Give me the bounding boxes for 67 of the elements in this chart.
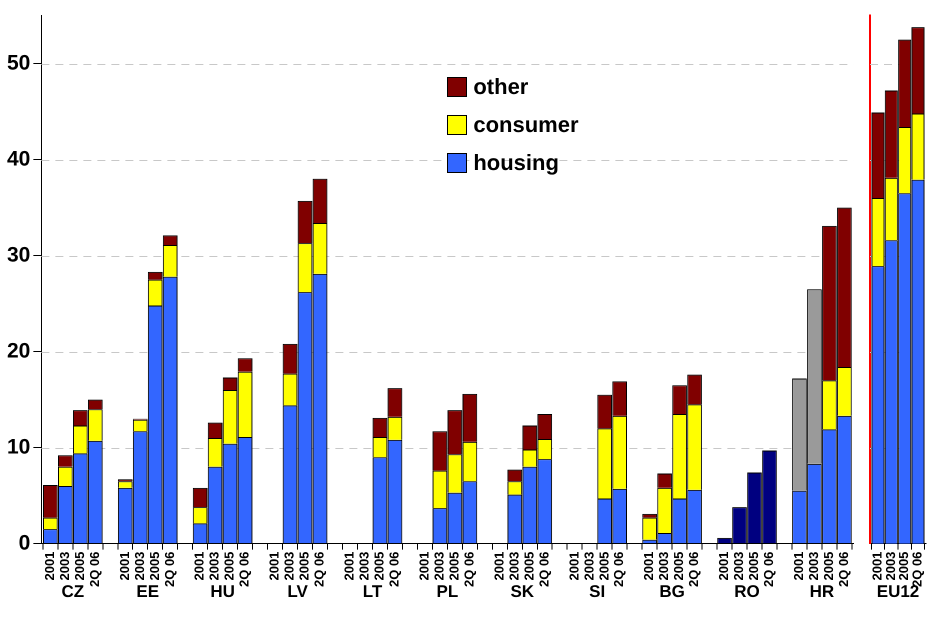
x-tick-label: 2003 xyxy=(356,552,372,581)
x-tick-label: 2Q 06 xyxy=(386,552,402,588)
x-tick-label: 2005 xyxy=(820,552,836,581)
x-tick-label: 2003 xyxy=(806,552,822,581)
x-tick-label: 2Q 06 xyxy=(686,552,702,588)
x-tick-label: 2005 xyxy=(896,552,912,581)
legend-label: housing xyxy=(473,150,559,176)
y-tick-label: 20 xyxy=(7,339,30,362)
x-tick-label: 2005 xyxy=(671,552,686,581)
x-tick-label: 2001 xyxy=(716,552,732,581)
text: PL xyxy=(436,582,458,601)
legend-label: consumer xyxy=(473,112,579,138)
text: LV xyxy=(287,582,308,601)
legend-label: other xyxy=(473,74,528,100)
text: EE xyxy=(136,582,160,601)
y-tick-label: 0 xyxy=(18,531,30,554)
x-tick-label: 2001 xyxy=(870,552,885,581)
x-tick-label: 2005 xyxy=(222,552,237,581)
x-tick-label: 2001 xyxy=(266,552,282,581)
x-tick-label: 2005 xyxy=(72,552,87,581)
y-tick-label: 40 xyxy=(7,147,30,170)
text: LT xyxy=(362,582,383,601)
x-tick-label: 2005 xyxy=(746,552,762,581)
x-tick-label: 2003 xyxy=(882,552,898,581)
x-tick-label: 2001 xyxy=(342,552,357,581)
y-tick-label: 10 xyxy=(7,435,30,458)
x-tick-label: 2Q 06 xyxy=(461,552,476,588)
x-tick-label: 2005 xyxy=(146,552,162,581)
x-tick-label: 2005 xyxy=(296,552,312,581)
x-tick-label: 2005 xyxy=(446,552,462,581)
x-tick-label: 2Q 06 xyxy=(536,552,552,588)
text: SI xyxy=(589,582,606,601)
x-tick-label: 2003 xyxy=(506,552,522,581)
x-tick-label: 2Q 06 xyxy=(611,552,626,588)
x-tick-label: 2Q 06 xyxy=(236,552,252,588)
x-tick-label: 2003 xyxy=(56,552,72,581)
x-tick-label: 2003 xyxy=(132,552,147,581)
x-tick-label: 2005 xyxy=(372,552,387,581)
x-tick-label: 2005 xyxy=(521,552,536,581)
text: CZ xyxy=(61,582,84,601)
text: HR xyxy=(810,582,834,601)
text: SK xyxy=(510,582,535,601)
x-tick-label: 2Q 06 xyxy=(86,552,102,588)
x-tick-label: 2Q 06 xyxy=(312,552,327,588)
text: RO xyxy=(734,582,760,601)
x-tick-label: 2005 xyxy=(596,552,612,581)
x-tick-label: 2003 xyxy=(731,552,746,581)
x-tick-label: 2003 xyxy=(206,552,222,581)
x-tick-label: 2003 xyxy=(656,552,672,581)
x-tick-label: 2001 xyxy=(416,552,432,581)
x-tick-label: 2Q 06 xyxy=(836,552,851,588)
x-tick-label: 2003 xyxy=(282,552,297,581)
x-tick-label: 2001 xyxy=(192,552,207,581)
x-tick-label: 2Q 06 xyxy=(761,552,776,588)
y-tick-label: 50 xyxy=(7,51,30,74)
x-tick-label: 2001 xyxy=(566,552,582,581)
text: BG xyxy=(659,582,685,601)
x-tick-label: 2001 xyxy=(42,552,57,581)
x-tick-label: 2Q 06 xyxy=(162,552,177,588)
x-tick-label: 2001 xyxy=(641,552,656,581)
x-tick-label: 2003 xyxy=(431,552,446,581)
text: HU xyxy=(210,582,235,601)
x-tick-label: 2001 xyxy=(116,552,132,581)
x-tick-label: 2003 xyxy=(581,552,596,581)
x-tick-label: 2001 xyxy=(491,552,506,581)
x-tick-label: 2001 xyxy=(791,552,806,581)
y-tick-label: 30 xyxy=(7,243,30,266)
